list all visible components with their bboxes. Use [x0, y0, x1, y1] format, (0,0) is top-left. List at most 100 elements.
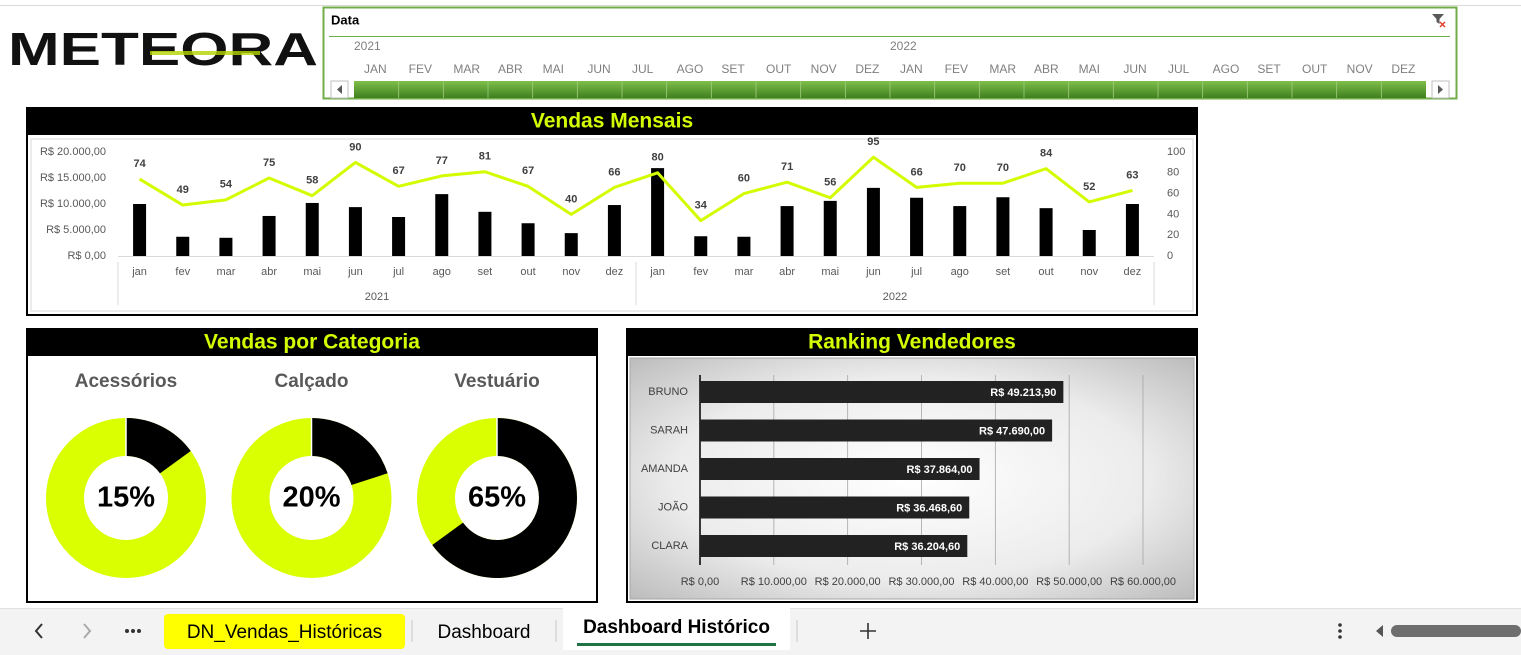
slicer-month[interactable]: MAR	[989, 62, 1016, 76]
slicer-month[interactable]: MAR	[453, 62, 480, 76]
bar	[348, 207, 362, 256]
data-label: 67	[522, 165, 534, 177]
bar	[392, 217, 406, 256]
y-tick-label: R$ 20.000,00	[40, 146, 106, 158]
slicer-month[interactable]: AGO	[1213, 62, 1240, 76]
bar	[521, 223, 535, 256]
x-tick-label: jul	[392, 266, 404, 278]
title-band	[626, 328, 1198, 356]
x-tick-label: set	[996, 266, 1011, 278]
slicer-month[interactable]: AGO	[677, 62, 704, 76]
title-band	[26, 328, 598, 356]
data-label: R$ 37.864,00	[907, 464, 973, 476]
donut-label: 15%	[97, 482, 155, 514]
slicer-month[interactable]: OUT	[1302, 62, 1328, 76]
data-label: 74	[133, 158, 146, 170]
donut-segment	[125, 418, 191, 475]
x-tick-label: ago	[951, 266, 969, 278]
slicer-month[interactable]: SET	[721, 62, 745, 76]
sheet-tab[interactable]: Dashboard	[438, 622, 531, 643]
x-tick-label: jul	[910, 266, 922, 278]
y-tick-label: AMANDA	[641, 463, 689, 475]
y-tick-label: R$ 15.000,00	[40, 172, 106, 184]
x-tick-label: R$ 30.000,00	[888, 576, 954, 588]
x-tick-label: fev	[175, 266, 190, 278]
data-label: 90	[349, 141, 361, 153]
data-label: 60	[738, 173, 750, 185]
x-tick-label: jun	[347, 266, 363, 278]
slicer-year: 2022	[890, 39, 917, 53]
data-label: 80	[651, 152, 663, 164]
bar	[700, 535, 968, 557]
data-label: 95	[867, 136, 879, 148]
slicer-month[interactable]: JUN	[1123, 62, 1146, 76]
slicer-month[interactable]: MAI	[1079, 62, 1100, 76]
add-sheet[interactable]	[860, 623, 876, 639]
slicer-month[interactable]: DEZ	[1391, 62, 1415, 76]
x-tick-label: nov	[1080, 266, 1098, 278]
slicer-month[interactable]: ABR	[498, 62, 523, 76]
y-tick-label: SARAH	[650, 424, 688, 436]
slicer-year: 2021	[354, 39, 381, 53]
x-tick-label: out	[1038, 266, 1053, 278]
bar	[305, 202, 319, 256]
slicer-month[interactable]: ABR	[1034, 62, 1059, 76]
x-tick-label: abr	[779, 266, 795, 278]
slicer-month[interactable]: DEZ	[855, 62, 879, 76]
chart-title: Vendas por Categoria	[204, 331, 420, 354]
data-label: 40	[565, 193, 577, 205]
data-label: 67	[392, 165, 404, 177]
clear-filter-icon[interactable]	[1432, 14, 1444, 24]
slicer-month[interactable]: JUL	[1168, 62, 1190, 76]
hscroll-left[interactable]	[1376, 625, 1383, 637]
slicer-month[interactable]: JUN	[587, 62, 610, 76]
slicer-month[interactable]: JAN	[900, 62, 923, 76]
prev-sheet[interactable]	[34, 623, 43, 639]
data-label: R$ 36.468,60	[896, 502, 962, 514]
sheet-tab[interactable]: DN_Vendas_Históricas	[187, 622, 382, 643]
data-label: 70	[954, 162, 966, 174]
data-label: 49	[177, 184, 189, 196]
y-tick-label: R$ 5.000,00	[46, 224, 106, 236]
slicer-month[interactable]: NOV	[811, 62, 837, 76]
next-sheet[interactable]	[83, 623, 92, 639]
bar	[700, 381, 1064, 403]
x-tick-label: ago	[433, 266, 451, 278]
x-tick-label: out	[520, 266, 535, 278]
x-tick-label: fev	[693, 266, 708, 278]
data-label: 56	[824, 177, 836, 189]
y2-tick-label: 80	[1167, 167, 1179, 179]
x-tick-label: R$ 40.000,00	[962, 576, 1028, 588]
data-label: 54	[220, 179, 233, 191]
bar	[996, 197, 1010, 256]
slicer-month[interactable]: MAI	[543, 62, 564, 76]
bar	[262, 215, 276, 256]
slicer-month[interactable]: SET	[1257, 62, 1281, 76]
donut-label: 65%	[468, 482, 526, 514]
chart-title: Ranking Vendedores	[808, 331, 1016, 354]
slicer-month[interactable]: JUL	[632, 62, 654, 76]
slicer-month[interactable]: FEV	[409, 62, 432, 76]
data-label: R$ 49.213,90	[990, 387, 1056, 399]
x-tick-label: abr	[261, 266, 277, 278]
sheet-options[interactable]	[1338, 623, 1342, 639]
y-tick-label: BRUNO	[648, 386, 688, 398]
slicer-month[interactable]: FEV	[945, 62, 968, 76]
data-label: 70	[997, 162, 1009, 174]
slicer-month[interactable]: OUT	[766, 62, 792, 76]
bar	[133, 204, 147, 256]
tab-active-underline	[577, 643, 776, 646]
more-sheets[interactable]	[125, 629, 141, 633]
slicer-month[interactable]: NOV	[1347, 62, 1373, 76]
slicer-title: Data	[331, 12, 360, 27]
y2-tick-label: 40	[1167, 208, 1179, 220]
x-tick-label: mar	[734, 266, 753, 278]
x-tick-label: R$ 10.000,00	[741, 576, 807, 588]
y-tick-label: R$ 10.000,00	[40, 198, 106, 210]
plot-frame	[30, 138, 1194, 312]
hscroll-thumb[interactable]	[1391, 625, 1521, 637]
sheet-tab[interactable]: Dashboard Histórico	[583, 617, 770, 638]
x-tick-label: dez	[1124, 266, 1142, 278]
slicer-month[interactable]: JAN	[364, 62, 387, 76]
